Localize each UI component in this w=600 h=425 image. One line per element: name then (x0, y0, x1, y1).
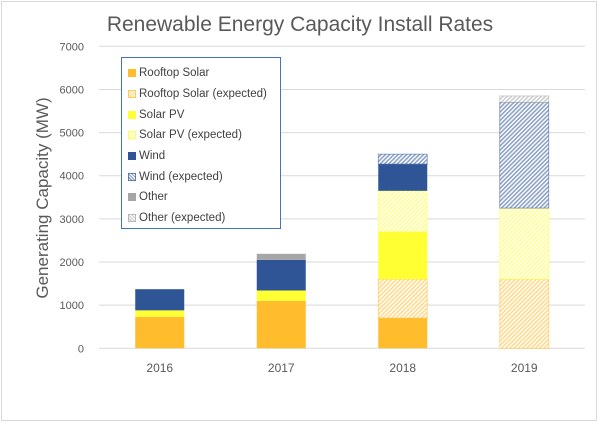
y-tick-label: 2000 (60, 257, 84, 269)
legend-item: Rooftop Solar (expected) (128, 84, 280, 105)
legend-swatch (128, 152, 136, 161)
legend-swatch (128, 131, 136, 140)
legend-label: Rooftop Solar (139, 67, 210, 80)
bar-segment-wind-2017 (256, 259, 306, 291)
bar-segment-rooftop-solar-expected-2018 (377, 278, 428, 319)
legend-item: Wind (expected) (128, 166, 280, 187)
bar-segment-other-2017 (256, 253, 306, 260)
legend-swatch (128, 69, 136, 78)
legend-swatch (128, 172, 136, 181)
bar-segment-rooftop-solar-2017 (256, 300, 306, 349)
bar-segment-wind-expected-2019 (499, 101, 550, 209)
bars (135, 95, 550, 349)
y-tick-label: 5000 (60, 128, 84, 140)
bar-segment-solar-pv-expected-2019 (499, 207, 550, 280)
bar-segment-rooftop-solar-expected-2019 (499, 278, 550, 349)
y-tick-labels: 0 1000 2000 3000 4000 5000 6000 7000 (60, 41, 84, 355)
x-tick-label: 2019 (511, 361, 538, 375)
bar-segment-solar-pv-2017 (256, 290, 306, 301)
bar-segment-solar-pv-2016 (135, 310, 185, 317)
legend-item: Wind (128, 146, 280, 167)
legend-label: Other (expected) (139, 212, 226, 225)
legend-item: Rooftop Solar (128, 63, 280, 84)
chart-title: Renewable Energy Capacity Install Rates (106, 13, 494, 36)
legend-label: Rooftop Solar (expected) (139, 88, 267, 101)
bar-segment-rooftop-solar-2018 (378, 318, 428, 349)
legend-label: Wind (expected) (139, 170, 223, 183)
y-tick-label: 0 (78, 343, 84, 355)
legend-label: Wind (139, 150, 166, 163)
legend-item: Solar PV (expected) (128, 125, 280, 146)
legend-label: Other (139, 191, 168, 204)
legend-swatch (128, 90, 136, 99)
legend-swatch (128, 110, 136, 119)
bar-segment-wind-2018 (378, 164, 428, 191)
x-tick-label: 2018 (389, 361, 416, 375)
y-tick-label: 6000 (60, 84, 84, 96)
y-tick-label: 3000 (60, 214, 84, 226)
bar-segment-wind-2016 (135, 289, 185, 311)
legend-swatch (128, 214, 136, 223)
legend-label: Solar PV (expected) (139, 129, 242, 142)
legend-swatch (128, 193, 136, 202)
x-tick-labels: 2016 2017 2018 2019 (146, 361, 538, 375)
legend-label: Solar PV (139, 108, 185, 121)
bar-segment-solar-pv-2018 (378, 231, 428, 280)
legend-item: Solar PV (128, 104, 280, 125)
bar-segment-rooftop-solar-2016 (135, 316, 185, 349)
legend: Rooftop Solar Rooftop Solar (expected) Sol… (121, 57, 281, 229)
x-tick-label: 2017 (268, 361, 295, 375)
bar-segment-solar-pv-expected-2018 (377, 190, 428, 233)
y-tick-label: 4000 (60, 171, 84, 183)
x-tick-label: 2016 (146, 361, 173, 375)
bar-segment-wind-expected-2018 (377, 153, 428, 165)
bar-segment-other-expected-2019 (499, 95, 550, 103)
legend-item: Other (expected) (128, 208, 280, 229)
y-tick-label: 7000 (60, 41, 84, 53)
y-tick-label: 1000 (60, 300, 84, 312)
legend-item: Other (128, 187, 280, 208)
